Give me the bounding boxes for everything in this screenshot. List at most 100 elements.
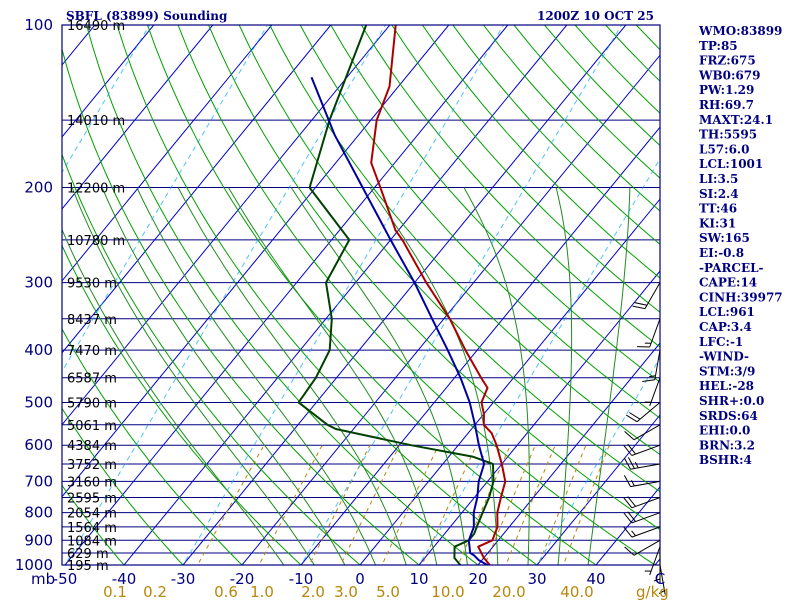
mixing-ratio-tick-label: 40.0 [560, 583, 593, 600]
height-label: 10780 m [67, 234, 125, 249]
isotherm-line [62, 25, 332, 354]
isotherm-line [123, 25, 568, 565]
pressure-tick-label: 600 [24, 436, 53, 454]
wind-barb [644, 546, 661, 576]
temperature-tick-label: -10 [289, 570, 314, 588]
sounding-index: SHR+:0.0 [699, 394, 764, 408]
mixing-ratio-tick-label: 10.0 [431, 583, 464, 600]
height-labels: 16490 m 14010 m 12200 m 10780 m 9530 m 8437 m… [67, 19, 125, 574]
height-label: 2595 m [67, 492, 117, 507]
pressure-tick-label: 100 [24, 16, 53, 34]
sounding-traces [297, 25, 507, 565]
wind-barb [632, 282, 661, 310]
isotherm-line [62, 25, 391, 426]
temperature-tick-label: 10 [409, 570, 428, 588]
isotherm-line [241, 54, 660, 565]
sounding-index: EI:-0.8 [699, 246, 744, 260]
height-label: 3752 m [67, 458, 117, 473]
moist-adiabat-line [101, 187, 346, 565]
mixing-ratio-line [197, 444, 265, 565]
moist-adiabat-line [177, 187, 407, 565]
dry-adiabat-line [62, 47, 420, 565]
sounding-index: SI:2.4 [699, 187, 739, 201]
height-label: 4384 m [67, 439, 117, 454]
reference-dashed-line [182, 25, 504, 565]
dry-adiabat-line [116, 25, 538, 565]
sounding-index: LFC:-1 [699, 335, 743, 349]
reference-dashed-line [418, 157, 660, 565]
sounding-index: CAPE:14 [699, 276, 757, 290]
mixing-ratio-line [484, 445, 536, 565]
pressure-tick-label: 700 [24, 472, 53, 490]
wind-barb [623, 457, 661, 470]
isotherm-line [64, 25, 509, 565]
mixing-ratio-line [421, 444, 477, 565]
wind-barb [625, 402, 661, 423]
height-label: 14010 m [67, 114, 125, 129]
plot-frame [61, 24, 661, 566]
dry-adiabat-line [177, 25, 656, 565]
pressure-tick-label: 400 [24, 341, 53, 359]
wind-barb [624, 424, 661, 441]
temperature-tick-label: 40 [586, 570, 605, 588]
temperature-tick-label: 0 [355, 570, 365, 588]
pressure-tick-label: 200 [24, 179, 53, 197]
isotherm-line [62, 25, 155, 138]
reference-dashed-line [536, 356, 660, 565]
temperature-tick-label: -40 [112, 570, 137, 588]
dry-adiabat-line [269, 25, 660, 456]
wind-barb [623, 496, 661, 509]
height-label: 16490 m [67, 19, 125, 34]
mixing-ratio-line [505, 445, 556, 565]
temperature-tick-label: -50 [53, 570, 78, 588]
mixing-ratio-tick-label: 0.2 [143, 583, 167, 600]
dry-adiabat-line [421, 25, 660, 279]
isotherm-line [182, 25, 627, 565]
height-label: 5790 m [67, 396, 117, 411]
sounding-index: LCL:1001 [699, 157, 763, 171]
isotherm-line [359, 198, 660, 565]
wind-barb [658, 564, 666, 595]
reference-dashed-line [300, 25, 622, 565]
height-label: 2054 m [67, 507, 117, 522]
mixing-ratio-tick-label: 2.0 [301, 583, 325, 600]
moist-adiabat-line [555, 187, 573, 565]
sounding-index: -PARCEL- [699, 261, 764, 275]
dry-adiabat-line [299, 25, 660, 419]
sounding-index: CINH:39977 [699, 290, 783, 304]
sounding-index: BSHR:4 [699, 453, 752, 467]
temperature-tick-label: 30 [527, 570, 546, 588]
mixing-ratio-line [457, 445, 511, 565]
sounding-index: LCL:961 [699, 305, 755, 319]
pressure-tick-label: 300 [24, 274, 53, 292]
dry-adiabat-line [208, 25, 660, 531]
dry-adiabat-line [62, 407, 184, 565]
mixing-ratio-tick-label: 5.0 [376, 583, 400, 600]
height-label: 3160 m [67, 475, 117, 490]
moist-adiabat-line [228, 187, 438, 565]
mixing-ratio-tick-label: 3.0 [334, 583, 358, 600]
chart-datetime: 1200Z 10 OCT 25 [537, 9, 654, 23]
height-label: 195 m [67, 559, 109, 574]
mixing-ratio-tick-label: 1.0 [250, 583, 274, 600]
reference-dashed-line [62, 25, 268, 373]
mixing-ratio-tick-label: 0.6 [214, 583, 238, 600]
wind-barb [644, 377, 661, 407]
isotherm-line [477, 342, 660, 565]
pressure-tick-label: 1000 [15, 556, 53, 574]
mixing-ratio-line [562, 445, 610, 565]
temperature-trace [370, 25, 507, 565]
pressure-unit-label: mb [31, 570, 55, 588]
parcel-trace [310, 76, 490, 565]
height-label: 9530 m [67, 277, 117, 292]
moist-adiabat-line [587, 187, 631, 565]
height-label: 5061 m [67, 419, 117, 434]
sounding-index: SW:165 [699, 231, 750, 245]
wind-barb [623, 475, 661, 488]
sounding-index: TP:85 [699, 39, 738, 53]
dry-adiabat-line [360, 25, 660, 348]
sounding-index: MAXT:24.1 [699, 113, 773, 127]
moist-adiabat-line [369, 187, 499, 565]
sounding-index: STM:3/9 [699, 364, 755, 378]
